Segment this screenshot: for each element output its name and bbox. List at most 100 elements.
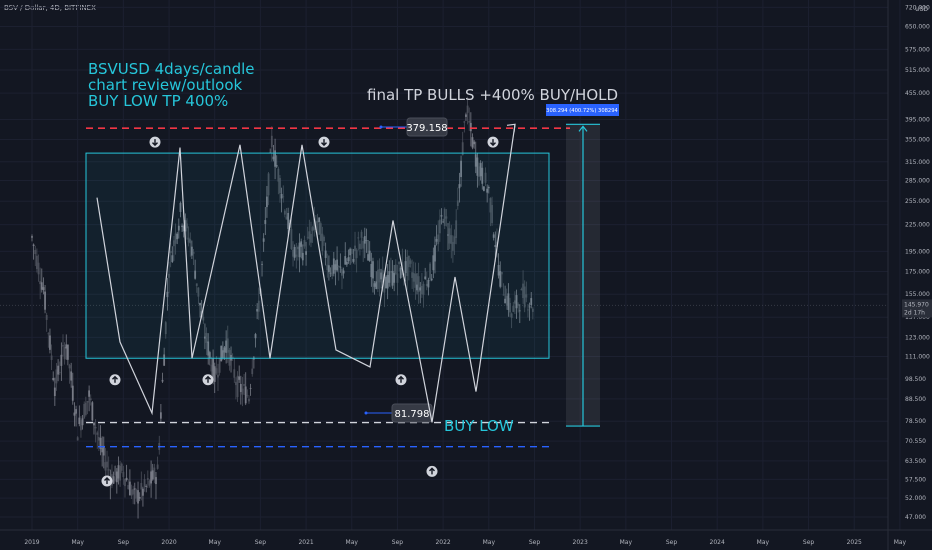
candle-body: [96, 432, 99, 435]
candle-body: [174, 233, 177, 244]
candle-body: [112, 476, 115, 484]
candle-body: [220, 345, 223, 362]
measure-label: 308.294 (400.72%) 308294: [546, 108, 618, 114]
candle-body: [473, 141, 476, 145]
candle-body: [363, 236, 366, 244]
candles: [31, 96, 534, 519]
candle-body: [282, 196, 285, 198]
candle-body: [75, 409, 77, 414]
candle-body: [453, 236, 456, 244]
candle-body: [37, 262, 40, 275]
candle-body: [295, 254, 298, 257]
candle-body: [407, 255, 410, 268]
candle-body: [159, 412, 162, 419]
candle-body: [97, 436, 100, 441]
candle-body: [101, 447, 104, 453]
candle-body: [372, 261, 374, 279]
x-tick-label: 2020: [161, 539, 176, 546]
y-tick-label: 155.000: [905, 291, 930, 298]
candle-body: [49, 335, 51, 350]
candle-body: [249, 387, 252, 389]
y-tick-label: 98.500: [905, 376, 926, 383]
symbol-label[interactable]: BSV / Dollar, 4D, BITFINEX: [4, 4, 96, 12]
candle-body: [394, 264, 397, 274]
currency-label[interactable]: USD: [915, 6, 928, 13]
candle-body: [469, 122, 472, 132]
candle-body: [360, 231, 363, 238]
candle-body: [264, 220, 267, 224]
candle-body: [164, 322, 167, 335]
candle-body: [292, 249, 294, 257]
candle-body: [124, 479, 126, 487]
candle-body: [205, 332, 208, 343]
candle-body: [452, 242, 454, 251]
candle-body: [163, 354, 166, 366]
candle-body: [60, 354, 63, 366]
candle-body: [474, 154, 477, 167]
candle-body: [342, 270, 345, 274]
candle-body: [287, 213, 290, 229]
candle-body: [76, 437, 79, 441]
top-level-callout-box: [406, 117, 448, 137]
candle-body: [316, 220, 319, 223]
candle-body: [50, 355, 53, 361]
candle-body: [290, 229, 293, 250]
y-tick-label: 111.000: [905, 354, 930, 361]
up-arrow-marker-glyph: [205, 375, 211, 383]
candle-body: [328, 265, 330, 273]
candle-body: [339, 266, 342, 268]
candle-body: [321, 233, 324, 252]
candle-body: [153, 467, 156, 480]
measure-arrow-head: [578, 125, 588, 132]
candle-body: [419, 287, 422, 291]
candle-body: [391, 270, 394, 286]
candle-body: [166, 291, 169, 298]
candle-body: [504, 298, 507, 304]
candle-body: [243, 384, 245, 386]
candle-body: [114, 465, 117, 476]
candle-body: [461, 142, 464, 156]
candle-body: [204, 336, 206, 339]
candle-body: [531, 308, 534, 312]
candle-body: [456, 200, 459, 207]
x-tick-label: Sep: [666, 539, 678, 546]
x-tick-label: Sep: [529, 539, 541, 546]
candle-body: [187, 237, 190, 243]
candle-body: [489, 198, 492, 213]
candle-body: [231, 356, 234, 359]
candle-body: [367, 254, 369, 261]
candle-body: [438, 219, 441, 234]
candle-body: [523, 286, 526, 308]
candle-body: [35, 255, 38, 269]
candle-body: [267, 173, 270, 196]
x-tick-label: May: [894, 539, 907, 546]
candle-body: [195, 283, 198, 286]
candle-body: [463, 121, 466, 123]
candle-body: [107, 469, 110, 471]
candle-body: [151, 470, 154, 480]
candle-body: [68, 365, 71, 369]
projection-path: [96, 124, 516, 423]
x-tick-label: May: [346, 539, 359, 546]
candle-body: [135, 489, 138, 499]
candle-body: [359, 243, 361, 249]
candle-body: [184, 220, 187, 232]
candle-body: [396, 273, 399, 283]
candle-body: [323, 236, 325, 242]
candle-body: [91, 402, 94, 421]
candle-body: [80, 420, 82, 431]
candle-body: [337, 266, 340, 267]
up-arrow-marker-glyph: [398, 375, 404, 383]
candle-body: [497, 265, 500, 276]
candle-body: [254, 334, 257, 339]
x-tick-label: Sep: [803, 539, 815, 546]
candle-body: [345, 261, 348, 265]
candle-body: [145, 486, 148, 487]
candle-body: [390, 271, 392, 273]
candle-body: [215, 368, 218, 374]
candle-body: [137, 490, 139, 504]
candle-body: [213, 366, 216, 382]
y-tick-label: 650.000: [905, 24, 930, 31]
